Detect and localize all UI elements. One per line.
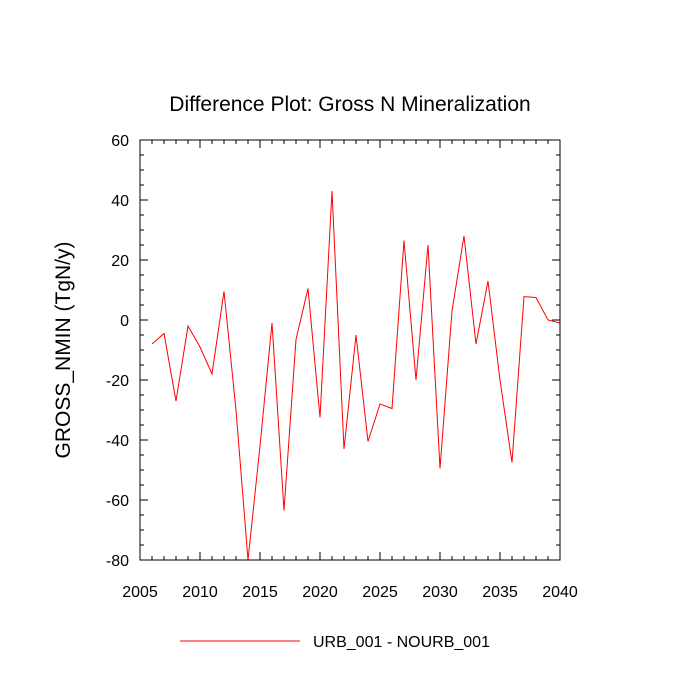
legend-label: URB_001 - NOURB_001 bbox=[313, 634, 490, 651]
x-tick-label: 2040 bbox=[542, 584, 578, 601]
y-axis-label: GROSS_NMIN (TgN/y) bbox=[52, 241, 75, 458]
y-tick-label: 20 bbox=[111, 253, 129, 270]
series-line bbox=[151, 190, 561, 561]
x-tick-label: 2020 bbox=[302, 584, 338, 601]
y-tick-label: -20 bbox=[106, 373, 129, 390]
plot-frame bbox=[139, 139, 561, 561]
x-tick-label: 2030 bbox=[422, 584, 458, 601]
y-tick-label: -60 bbox=[106, 493, 129, 510]
x-tick-label: 2015 bbox=[242, 584, 278, 601]
y-tick-label: -80 bbox=[106, 553, 129, 570]
tick-labels: 2005 2010 2015 2020 2025 2030 2035 2040-80-60-4… bbox=[106, 133, 578, 601]
y-tick-label: 40 bbox=[111, 193, 129, 210]
y-tick-label: -40 bbox=[106, 433, 129, 450]
y-tick-label: 60 bbox=[111, 133, 129, 150]
x-tick-label: 2035 bbox=[482, 584, 518, 601]
chart-title: Difference Plot: Gross N Mineralization bbox=[169, 93, 530, 116]
x-tick-label: 2005 bbox=[122, 584, 158, 601]
axis-ticks bbox=[139, 139, 561, 561]
legend: URB_001 - NOURB_001 bbox=[180, 634, 490, 651]
y-tick-label: 0 bbox=[120, 313, 129, 330]
x-tick-label: 2010 bbox=[182, 584, 218, 601]
x-tick-label: 2025 bbox=[362, 584, 398, 601]
plot-series bbox=[151, 190, 561, 561]
